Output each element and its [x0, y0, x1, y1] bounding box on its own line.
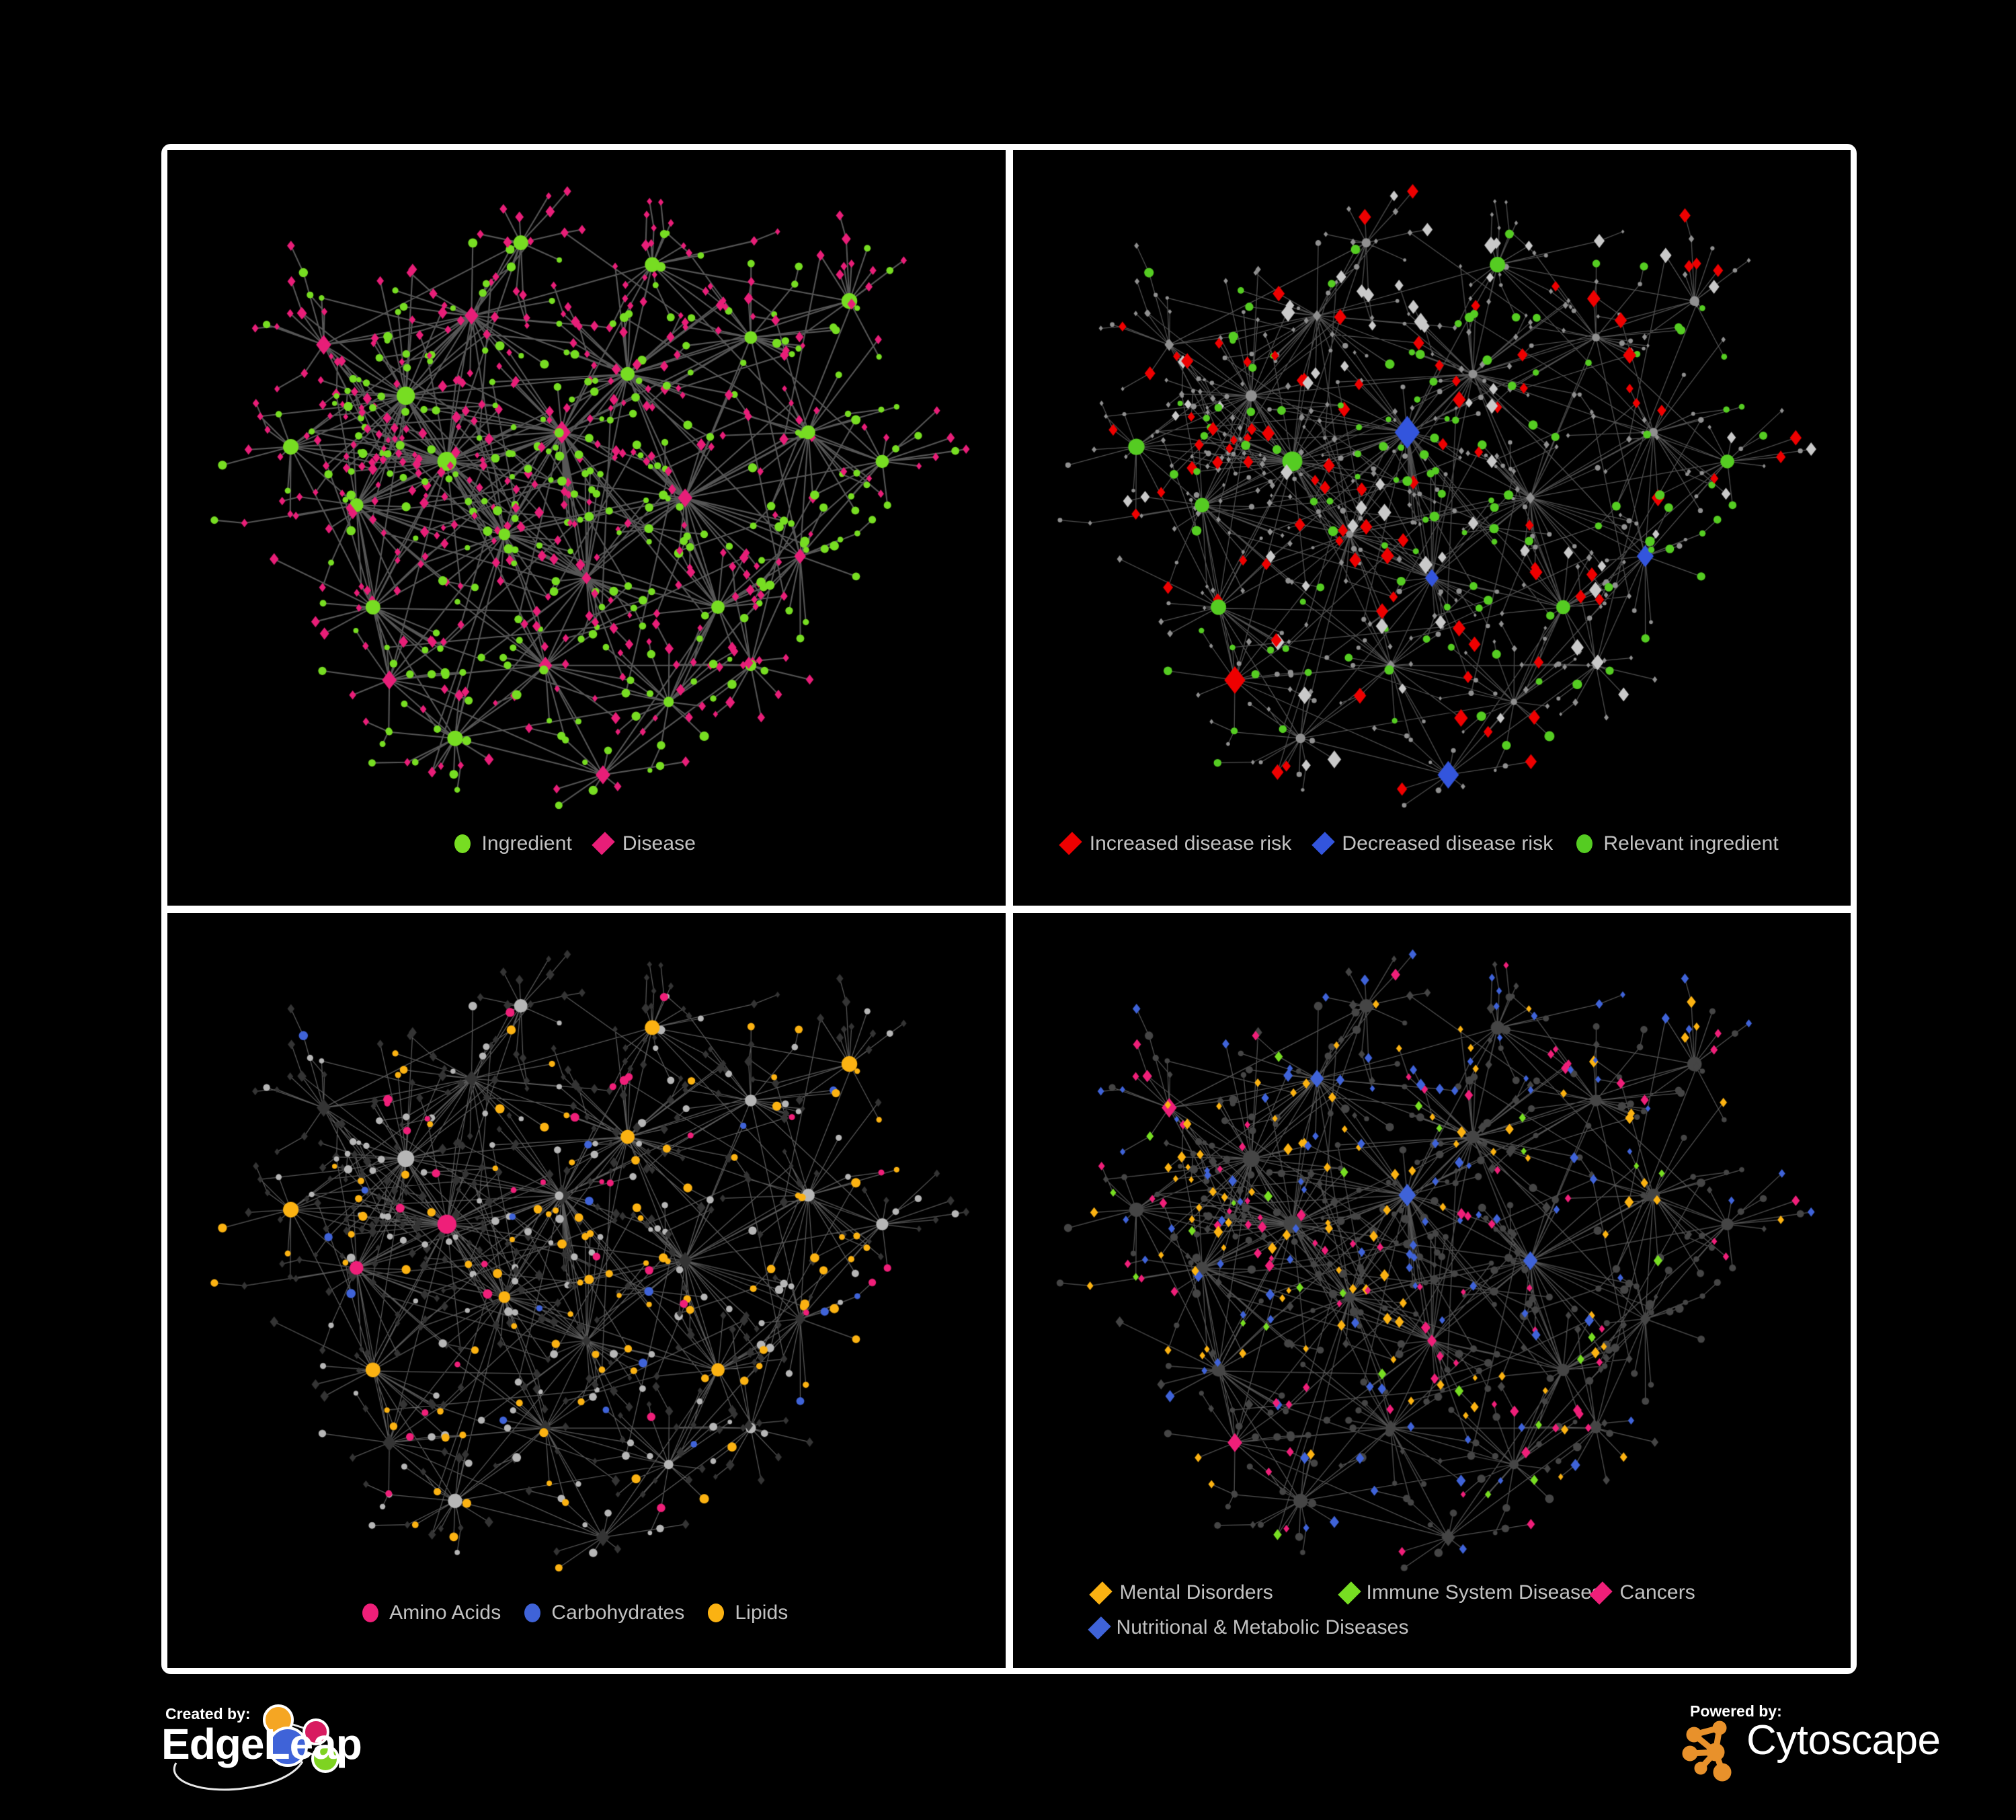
edgeleap-network-art-icon: [173, 1704, 339, 1791]
network-canvas-2: [1012, 150, 1851, 906]
cytoscape-wordmark: Cytoscape: [1746, 1717, 1941, 1764]
figure-footer: Created by: EdgeLeap: [0, 1674, 2016, 1820]
panel-disease-risk[interactable]: Increased disease risk Decreased disease…: [1012, 150, 1851, 906]
panel-ingredient-disease[interactable]: Ingredient Disease: [167, 150, 1006, 906]
network-canvas-4: [1012, 912, 1851, 1668]
panel-grid-frame: Ingredient Disease Increased disease ris…: [161, 144, 1857, 1674]
cytoscape-mark-icon: [1682, 1720, 1732, 1782]
powered-by-kicker: Powered by:: [1690, 1702, 1782, 1720]
edgeleap-wordmark: EdgeLeap: [161, 1720, 362, 1768]
network-canvas-1: [167, 150, 1006, 906]
cytoscape-logo[interactable]: Powered by: Cytoscape: [1675, 1690, 1944, 1791]
panel-disease-classes[interactable]: Mental Disorders Immune System Diseases …: [1012, 912, 1851, 1668]
panel-grid: Ingredient Disease Increased disease ris…: [167, 150, 1851, 1668]
edgeleap-logo[interactable]: Created by: EdgeLeap: [156, 1690, 438, 1798]
panel-ingredient-classes[interactable]: Amino Acids Carbohydrates Lipids: [167, 912, 1006, 1668]
network-canvas-3: [167, 912, 1006, 1668]
created-by-kicker: Created by:: [165, 1705, 251, 1723]
